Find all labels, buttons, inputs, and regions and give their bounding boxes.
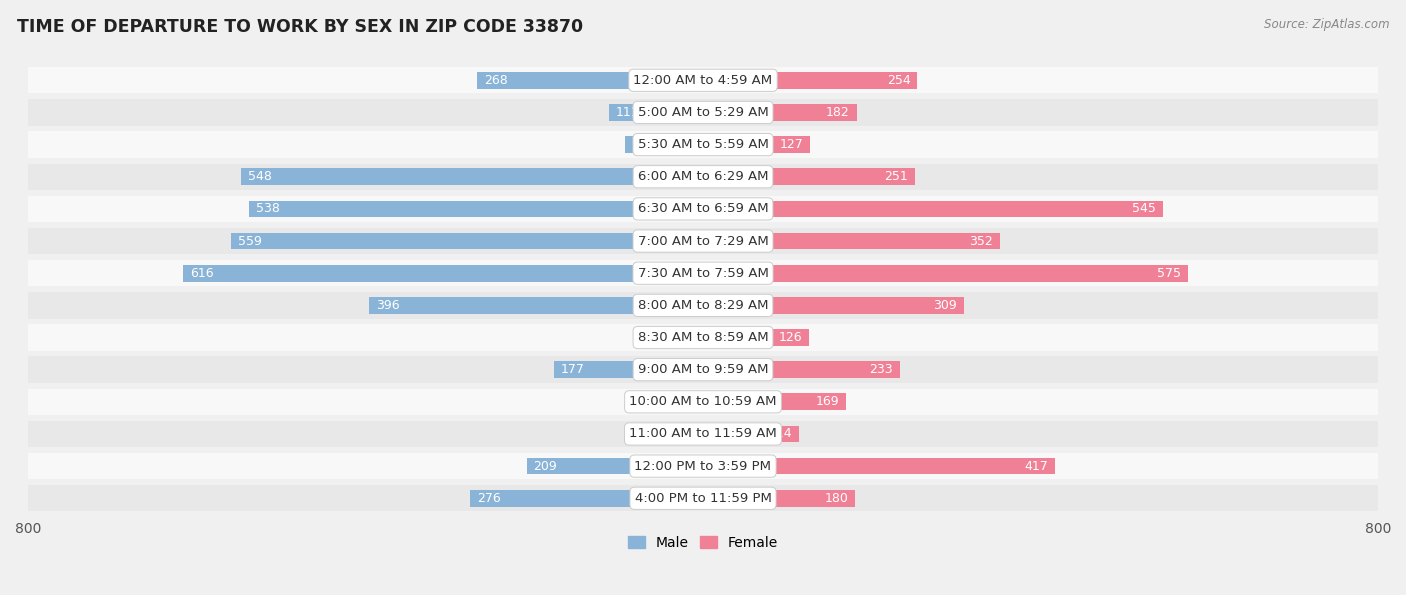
- Text: 10:00 AM to 10:59 AM: 10:00 AM to 10:59 AM: [630, 395, 776, 408]
- Bar: [624, 136, 703, 153]
- Bar: [28, 389, 1378, 415]
- Bar: [703, 201, 1163, 217]
- Text: 8:00 AM to 8:29 AM: 8:00 AM to 8:29 AM: [638, 299, 768, 312]
- Text: 616: 616: [190, 267, 214, 280]
- Bar: [477, 72, 703, 89]
- Bar: [679, 393, 703, 410]
- Text: 209: 209: [533, 459, 557, 472]
- Text: TIME OF DEPARTURE TO WORK BY SEX IN ZIP CODE 33870: TIME OF DEPARTURE TO WORK BY SEX IN ZIP …: [17, 18, 583, 36]
- Bar: [703, 168, 915, 185]
- Bar: [232, 233, 703, 249]
- Bar: [28, 196, 1378, 222]
- Text: 182: 182: [825, 106, 849, 119]
- Bar: [28, 260, 1378, 286]
- Bar: [703, 265, 1188, 281]
- Text: 233: 233: [869, 363, 893, 376]
- Bar: [703, 458, 1054, 474]
- Text: 8:30 AM to 8:59 AM: 8:30 AM to 8:59 AM: [638, 331, 768, 344]
- Bar: [28, 67, 1378, 93]
- Text: 127: 127: [780, 138, 803, 151]
- Bar: [28, 453, 1378, 480]
- Text: 559: 559: [238, 234, 262, 248]
- Text: 5:00 AM to 5:29 AM: 5:00 AM to 5:29 AM: [638, 106, 768, 119]
- Bar: [28, 324, 1378, 350]
- Text: 83: 83: [640, 427, 655, 440]
- Text: 545: 545: [1132, 202, 1156, 215]
- Bar: [703, 425, 799, 442]
- Text: 538: 538: [256, 202, 280, 215]
- Bar: [703, 393, 845, 410]
- Text: 575: 575: [1157, 267, 1181, 280]
- Text: 9:00 AM to 9:59 AM: 9:00 AM to 9:59 AM: [638, 363, 768, 376]
- Bar: [703, 361, 900, 378]
- Text: 276: 276: [477, 492, 501, 505]
- Bar: [183, 265, 703, 281]
- Bar: [28, 292, 1378, 318]
- Text: 254: 254: [887, 74, 911, 87]
- Text: 7:00 AM to 7:29 AM: 7:00 AM to 7:29 AM: [638, 234, 768, 248]
- Text: 93: 93: [631, 138, 647, 151]
- Text: 6:00 AM to 6:29 AM: 6:00 AM to 6:29 AM: [638, 170, 768, 183]
- Text: 4:00 PM to 11:59 PM: 4:00 PM to 11:59 PM: [634, 492, 772, 505]
- Bar: [655, 329, 703, 346]
- Bar: [28, 228, 1378, 254]
- Bar: [703, 136, 810, 153]
- Text: 12:00 AM to 4:59 AM: 12:00 AM to 4:59 AM: [634, 74, 772, 87]
- Text: Source: ZipAtlas.com: Source: ZipAtlas.com: [1264, 18, 1389, 31]
- Text: 7:30 AM to 7:59 AM: 7:30 AM to 7:59 AM: [637, 267, 769, 280]
- Text: 352: 352: [969, 234, 993, 248]
- Bar: [368, 297, 703, 314]
- Bar: [249, 201, 703, 217]
- Bar: [554, 361, 703, 378]
- Text: 57: 57: [634, 331, 650, 344]
- Text: 417: 417: [1024, 459, 1047, 472]
- Bar: [470, 490, 703, 506]
- Bar: [633, 425, 703, 442]
- Bar: [240, 168, 703, 185]
- Bar: [28, 99, 1378, 126]
- Bar: [28, 485, 1378, 512]
- Legend: Male, Female: Male, Female: [628, 536, 778, 550]
- Text: 126: 126: [779, 331, 803, 344]
- Bar: [28, 356, 1378, 383]
- Bar: [527, 458, 703, 474]
- Text: 177: 177: [561, 363, 585, 376]
- Bar: [703, 104, 856, 121]
- Text: 268: 268: [484, 74, 508, 87]
- Text: 111: 111: [616, 106, 640, 119]
- Text: 5:30 AM to 5:59 AM: 5:30 AM to 5:59 AM: [637, 138, 769, 151]
- Text: 548: 548: [247, 170, 271, 183]
- Bar: [28, 421, 1378, 447]
- Text: 6:30 AM to 6:59 AM: 6:30 AM to 6:59 AM: [638, 202, 768, 215]
- Text: 29: 29: [658, 395, 673, 408]
- Bar: [703, 233, 1000, 249]
- Text: 114: 114: [769, 427, 793, 440]
- Text: 309: 309: [934, 299, 957, 312]
- Text: 251: 251: [884, 170, 908, 183]
- Text: 11:00 AM to 11:59 AM: 11:00 AM to 11:59 AM: [628, 427, 778, 440]
- Text: 12:00 PM to 3:59 PM: 12:00 PM to 3:59 PM: [634, 459, 772, 472]
- Text: 396: 396: [375, 299, 399, 312]
- Bar: [28, 164, 1378, 190]
- Bar: [703, 297, 963, 314]
- Bar: [703, 329, 810, 346]
- Text: 180: 180: [824, 492, 848, 505]
- Bar: [609, 104, 703, 121]
- Bar: [703, 490, 855, 506]
- Text: 169: 169: [815, 395, 839, 408]
- Bar: [28, 131, 1378, 158]
- Bar: [703, 72, 917, 89]
